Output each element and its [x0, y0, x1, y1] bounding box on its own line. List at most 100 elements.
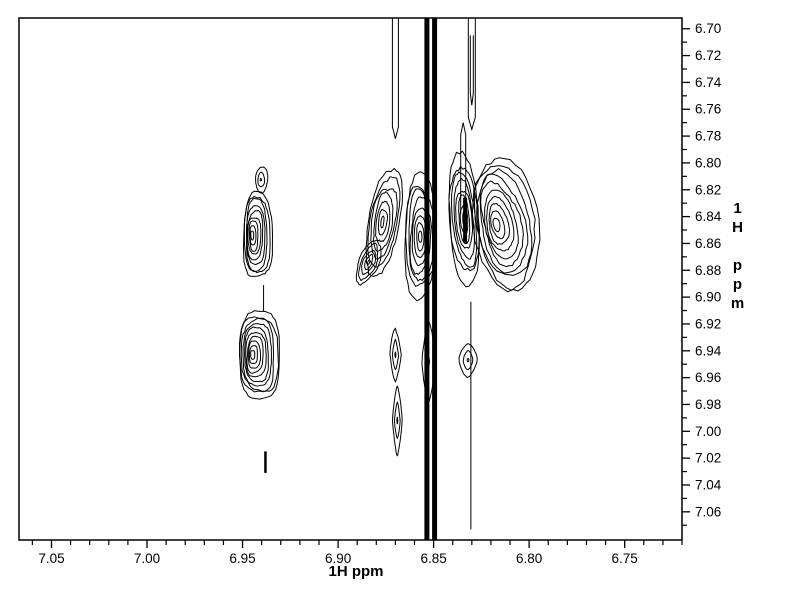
contour-level-cluster-lobe-1-tail: [361, 250, 377, 276]
y-tick-label: 7.00: [695, 424, 721, 439]
contour-level-cluster-lobe-1-tail: [355, 239, 382, 286]
contour-level-cluster-lobe-1-tail: [366, 259, 371, 266]
contour-level-cluster-lobe-4: [484, 189, 519, 260]
contour-level-cluster-lobe-2: [416, 222, 425, 252]
contour-level-minor-peak-a: [391, 338, 399, 370]
y-tick-label: 6.82: [695, 182, 721, 197]
x-axis-title: 1H ppm: [328, 563, 384, 580]
x-axis-ticks: [31, 540, 683, 548]
y-tick-label: 6.80: [695, 155, 721, 170]
contour-level-streak-blob: [458, 343, 478, 379]
contour-level-cluster-lobe-1: [373, 191, 394, 252]
y-axis-title: 1H ppm: [729, 200, 746, 314]
y-tick-label: 6.74: [695, 75, 722, 90]
contour-level-minor-peak-b: [394, 401, 401, 440]
plot-frame: [18, 17, 683, 541]
contour-level-diagonal-peak: [248, 340, 261, 369]
y-axis-ticks: [682, 28, 690, 526]
contour-level-cluster-lobe-4: [471, 157, 541, 293]
contour-level-diagonal-peak: [239, 316, 279, 393]
contour-level-diagonal-peak: [250, 350, 256, 360]
contour-level-cluster-lobe-1-tail: [364, 253, 374, 271]
x-axis-tick-labels: 7.05 7.00 6.95 6.90 6.85 6.80 6.75: [38, 551, 637, 566]
contour-level-cross-peak-a: [249, 225, 257, 246]
contour-level-cluster-lobe-1: [375, 200, 391, 243]
contour-level-cross-peak-a-knob: [259, 177, 262, 182]
contour-level-cluster-lobe-1: [377, 209, 388, 236]
peak-pick-markers: [264, 197, 468, 473]
x-tick-label: 6.95: [229, 551, 255, 566]
top-streak-loop-683: [467, 18, 476, 132]
contour-level-diagonal-peak: [242, 323, 272, 387]
contour-level-cluster-lobe-2: [413, 215, 427, 259]
y-tick-label: 6.84: [695, 209, 722, 224]
y-tick-label: 6.98: [695, 397, 721, 412]
contour-level-cluster-lobe-1: [380, 215, 385, 229]
contour-level-cross-peak-a: [250, 230, 255, 241]
cluster-spike: [460, 122, 467, 214]
contour-level-cluster-lobe-4: [492, 217, 501, 233]
contour-level-cross-peak-a: [247, 217, 262, 255]
x-tick-label: 6.80: [516, 551, 542, 566]
contour-level-cluster-lobe-1-tail: [358, 242, 379, 282]
contour-level-cross-peak-a: [246, 209, 264, 261]
x-tick-label: 7.05: [38, 551, 64, 566]
contour-level-cross-peak-a: [243, 190, 273, 277]
vertical-streaks: [263, 18, 476, 540]
contour-level-cluster-lobe-1: [367, 176, 401, 268]
contour-level-minor-peak-b: [392, 385, 403, 457]
y-tick-label: 6.86: [695, 236, 721, 251]
y-tick-label: 6.90: [695, 290, 721, 305]
contour-level-cross-peak-a: [243, 195, 271, 274]
contour-level-cluster-lobe-1: [365, 167, 403, 277]
top-streak-loop-687: [391, 18, 399, 139]
contour-level-diagonal-peak: [246, 335, 264, 374]
y-tick-label: 6.78: [695, 129, 721, 144]
contour-level-cluster-lobe-4: [476, 168, 533, 276]
contour-level-cross-peak-a-knob: [257, 171, 266, 188]
y-tick-label: 7.04: [695, 477, 722, 492]
y-tick-label: 7.06: [695, 504, 721, 519]
contour-level-cluster-lobe-4: [486, 195, 515, 252]
contour-level-minor-peak-a: [389, 327, 402, 383]
peak-pick-marker-1: [264, 451, 267, 473]
contour-level-cluster-lobe-3: [453, 177, 475, 260]
t1-noise-band-left: [424, 18, 430, 540]
y-tick-label: 6.76: [695, 102, 721, 117]
x-tick-label: 6.90: [325, 551, 351, 566]
contour-level-cluster-lobe-4: [488, 203, 510, 245]
y-tick-label: 7.02: [695, 451, 721, 466]
contour-level-cluster-lobe-4: [490, 210, 506, 240]
contour-level-streak-blob: [466, 358, 470, 363]
y-tick-label: 6.70: [695, 21, 721, 36]
contour-level-streak-blob: [462, 349, 474, 371]
y-axis-tick-labels: 6.70 6.72 6.74 6.76 6.78 6.80 6.82 6.84 6.86 6.88…: [695, 21, 722, 519]
contour-level-cluster-lobe-3: [448, 150, 480, 288]
contour-level-cluster-lobe-3: [448, 166, 480, 272]
contour-level-diagonal-peak: [248, 345, 258, 364]
top-streak-loop-683-inner: [469, 35, 474, 106]
contour-level-minor-peak-b: [396, 416, 399, 425]
contour-level-diagonal-peak: [245, 332, 267, 378]
contour-level-cross-peak-a-knob: [255, 166, 269, 194]
t1-noise-band-right: [432, 18, 438, 540]
x-tick-label: 7.00: [134, 551, 160, 566]
contour-level-cluster-lobe-3: [451, 171, 478, 268]
contour-level-band-bulge: [421, 320, 437, 403]
x-tick-label: 6.85: [420, 551, 446, 566]
contour-level-cluster-lobe-1: [370, 188, 398, 260]
y-tick-label: 6.96: [695, 370, 721, 385]
y-tick-label: 6.88: [695, 263, 721, 278]
y-tick-label: 6.92: [695, 316, 721, 331]
y-tick-label: 6.94: [695, 343, 722, 358]
y-tick-label: 6.72: [695, 48, 721, 63]
contour-level-cross-peak-a: [248, 220, 259, 252]
contour-level-cluster-lobe-4: [479, 173, 529, 274]
contour-level-diagonal-peak: [244, 326, 269, 383]
peak-pick-marker-2: [463, 197, 468, 243]
contour-level-cluster-lobe-2: [418, 230, 423, 243]
x-tick-label: 6.75: [612, 551, 638, 566]
contour-level-diagonal-peak: [240, 317, 274, 392]
